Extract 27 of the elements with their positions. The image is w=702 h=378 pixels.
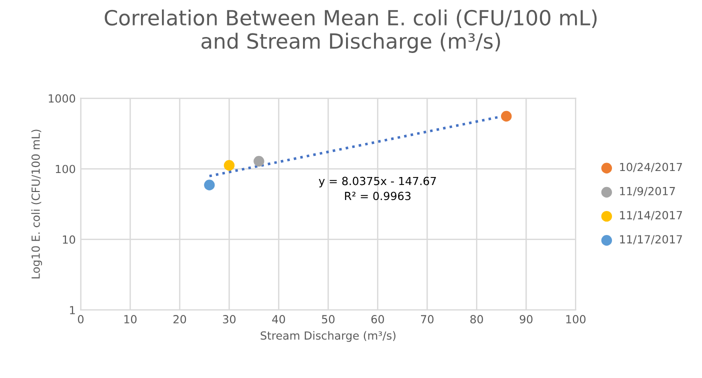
x-tick-label: 10 (124, 315, 137, 324)
point (204, 180, 215, 190)
point (501, 110, 512, 122)
x-tick-label: 40 (272, 315, 286, 324)
legend-label: 11/9/2017 (620, 186, 675, 196)
point (224, 160, 235, 171)
chart-title: Correlation Between Mean E. coli (CFU/100 mL) and Stream Discharge (m³/s) (104, 9, 597, 53)
x-tick-label: 50 (322, 315, 335, 324)
y-tick-label: 100 (56, 164, 76, 174)
legend-label: 10/24/2017 (620, 162, 682, 172)
x-tick-label: 80 (470, 315, 483, 324)
point (254, 156, 264, 167)
annotation: y = 8.0375x - 147.67 R² = 0.9963 (318, 176, 436, 200)
y-tick-label: 1000 (48, 94, 76, 103)
x-tick-label: 90 (520, 315, 532, 324)
legend-label: 11/14/2017 (620, 210, 682, 220)
y-tick-label: 10 (62, 235, 76, 244)
x-tick-label: 70 (421, 315, 434, 324)
x-tick-label: 20 (173, 315, 186, 324)
x-tick-label: 100 (566, 315, 586, 324)
x-tick-label: 60 (371, 315, 384, 324)
y-tick-label: 1 (70, 306, 75, 314)
legend-label: 11/17/2017 (620, 235, 682, 244)
y-axis-title: Log10 E. coli (CFU/100 mL) (31, 130, 42, 278)
x-tick-label: 0 (78, 315, 84, 324)
x-tick-label: 30 (222, 315, 236, 324)
x-axis-title: Stream Discharge (m³/s) (260, 331, 396, 342)
